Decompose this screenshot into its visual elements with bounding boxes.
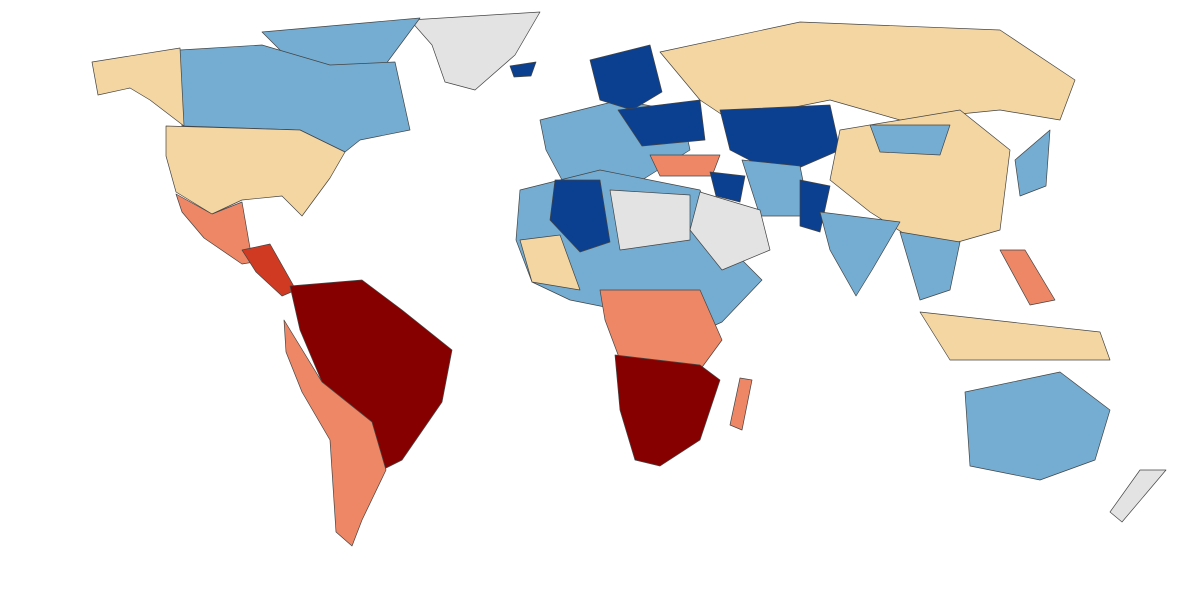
philippines (999, 249, 1056, 306)
alaska (91, 47, 185, 127)
west-africa (519, 234, 581, 291)
iraq (709, 171, 746, 203)
arabian-peninsula (689, 191, 771, 271)
japan (1014, 129, 1051, 197)
central-america (241, 243, 297, 297)
libya-egypt (609, 189, 691, 251)
indonesia (919, 311, 1111, 361)
united-states (165, 125, 346, 217)
iceland (509, 61, 537, 78)
brazil-region (289, 279, 453, 471)
australia (964, 371, 1111, 481)
china (829, 109, 1011, 251)
algeria (549, 179, 611, 253)
southeast-asia (899, 231, 961, 301)
madagascar (729, 377, 753, 431)
india (819, 211, 901, 297)
new-zealand (1109, 469, 1167, 523)
eastern-europe (617, 99, 706, 147)
scandinavia (589, 44, 663, 111)
russia (659, 21, 1076, 121)
turkey (649, 154, 721, 177)
mongolia (869, 124, 951, 156)
southern-cone (283, 319, 387, 547)
greenland (409, 11, 541, 91)
kazakhstan (719, 104, 841, 177)
southern-africa (614, 354, 721, 467)
